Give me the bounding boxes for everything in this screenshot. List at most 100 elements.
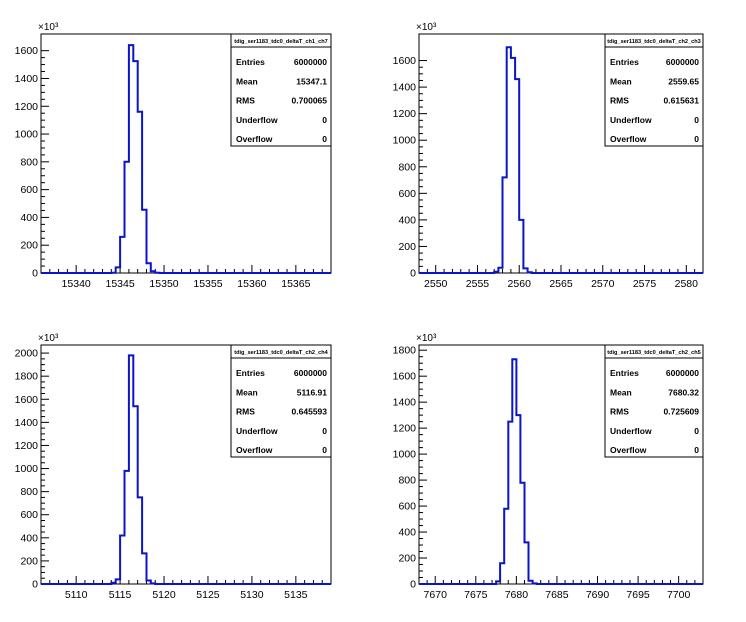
stats-box: tdig_ser1183_tdc0_deltaT_ch2_ch4 Entries 6… [230,344,332,458]
histogram-series-line [41,44,331,274]
x-tick-label: 5125 [196,589,220,601]
stats-label: Overflow [236,134,273,144]
stats-value: 2559.65 [668,76,699,86]
y-tick-label: 1000 [15,129,39,141]
histogram-panel-1: 0 200 400 600 800 1000 1200 1400 1600 15340 15345 1… [15,22,332,290]
x-tick-label: 5135 [284,589,308,601]
y-tick-label: 800 [20,486,38,498]
y-exponent-label: ×10³ [38,333,59,344]
stats-box-title: tdig_ser1183_tdc0_deltaT_ch1_ch7 [234,39,328,45]
y-tick-label: 2000 [15,348,39,360]
y-tick-label: 600 [398,188,416,200]
x-tick-label: 2565 [549,278,573,290]
y-tick-label: 1200 [15,440,39,452]
stats-label: RMS [610,407,629,417]
histogram-panel-3: 0 200 400 600 800 1000 1200 1400 1600 1800 2000 511… [15,333,332,601]
stats-box-frame [230,344,332,458]
stats-box: tdig_ser1183_tdc0_deltaT_ch2_ch3 Entries 6… [604,33,704,147]
stats-label: Underflow [236,115,278,125]
x-tick-label: 2555 [466,278,490,290]
stats-value: 6000000 [666,368,699,378]
stats-value: 0 [322,115,327,125]
y-tick-label: 1200 [393,423,417,435]
x-tick-label: 5110 [65,589,88,601]
x-tick-label: 15345 [105,278,134,290]
x-tick-label: 15360 [237,278,266,290]
y-tick-label: 1400 [15,73,39,85]
y-tick-label: 200 [398,241,416,253]
stats-label: Overflow [610,134,647,144]
stats-box-frame [604,344,704,458]
y-tick-label: 400 [20,532,38,544]
stats-value: 0.645593 [292,407,328,417]
stats-value: 7680.32 [668,387,699,397]
y-tick-label: 600 [398,501,416,513]
stats-value: 0.725609 [664,407,700,417]
y-tick-label: 0 [32,579,38,591]
stats-value: 0.615631 [664,96,700,106]
stats-value: 0 [322,426,327,436]
stats-label: Entries [610,368,639,378]
stats-value: 5116.91 [297,387,328,397]
x-tick-label: 5120 [152,589,176,601]
histogram-panel-4: 0 200 400 600 800 1000 1200 1400 1600 1800 7670 767… [393,333,704,601]
x-tick-label: 7685 [545,589,569,601]
y-exponent-label: ×10³ [416,333,437,344]
x-tick-label: 7695 [626,589,650,601]
y-tick-label: 0 [410,268,416,280]
y-tick-label: 400 [20,212,38,224]
y-tick-label: 800 [398,475,416,487]
stats-value: 0 [694,134,699,144]
y-tick-label: 0 [410,579,416,591]
stats-box-title: tdig_ser1183_tdc0_deltaT_ch2_ch3 [607,39,701,45]
y-tick-label: 1800 [393,345,417,357]
stats-value: 0 [322,445,327,455]
y-tick-label: 1600 [15,394,39,406]
stats-label: Entries [236,368,265,378]
stats-box-frame [604,33,704,147]
y-tick-label: 600 [20,509,38,521]
x-tick-label: 2580 [675,278,699,290]
stats-box-frame [230,33,332,147]
y-tick-label: 1000 [393,135,417,147]
x-tick-label: 15355 [193,278,222,290]
x-tick-label: 7675 [464,589,488,601]
stats-value: 6000000 [294,368,327,378]
y-tick-label: 1400 [393,82,417,94]
stats-label: Entries [610,57,639,67]
stats-label: Mean [610,76,632,86]
stats-box: tdig_ser1183_tdc0_deltaT_ch1_ch7 Entries 6… [230,33,332,147]
y-exponent-label: ×10³ [38,22,59,33]
y-tick-label: 1200 [393,108,417,120]
x-tick-label: 7680 [505,589,529,601]
y-tick-label: 400 [398,527,416,539]
histogram-series-line [41,354,331,585]
stats-label: Entries [236,57,265,67]
y-tick-label: 200 [20,240,38,252]
stats-value: 0 [694,445,699,455]
histogram-panel-2: 0 200 400 600 800 1000 1200 1400 1600 2550 2555 256… [393,22,704,290]
y-tick-label: 800 [398,161,416,173]
y-tick-label: 1600 [15,45,39,57]
stats-label: Mean [610,387,632,397]
y-tick-label: 0 [32,268,38,280]
stats-label: Mean [236,387,258,397]
histogram-series-line [419,46,703,274]
y-exponent-label: ×10³ [416,22,437,33]
x-tick-label: 2570 [591,278,615,290]
stats-value: 0 [322,134,327,144]
x-tick-label: 5115 [109,589,132,601]
stats-label: Underflow [610,426,652,436]
y-tick-label: 200 [398,553,416,565]
stats-value: 0.700065 [292,96,328,106]
y-tick-label: 800 [20,156,38,168]
stats-label: Overflow [236,445,273,455]
y-tick-label: 1000 [15,463,39,475]
stats-label: Underflow [236,426,278,436]
histogram-series-line [419,358,703,585]
stats-box-title: tdig_ser1183_tdc0_deltaT_ch2_ch4 [234,350,328,356]
x-tick-label: 7690 [586,589,610,601]
stats-value: 6000000 [666,57,699,67]
x-tick-label: 2560 [508,278,532,290]
